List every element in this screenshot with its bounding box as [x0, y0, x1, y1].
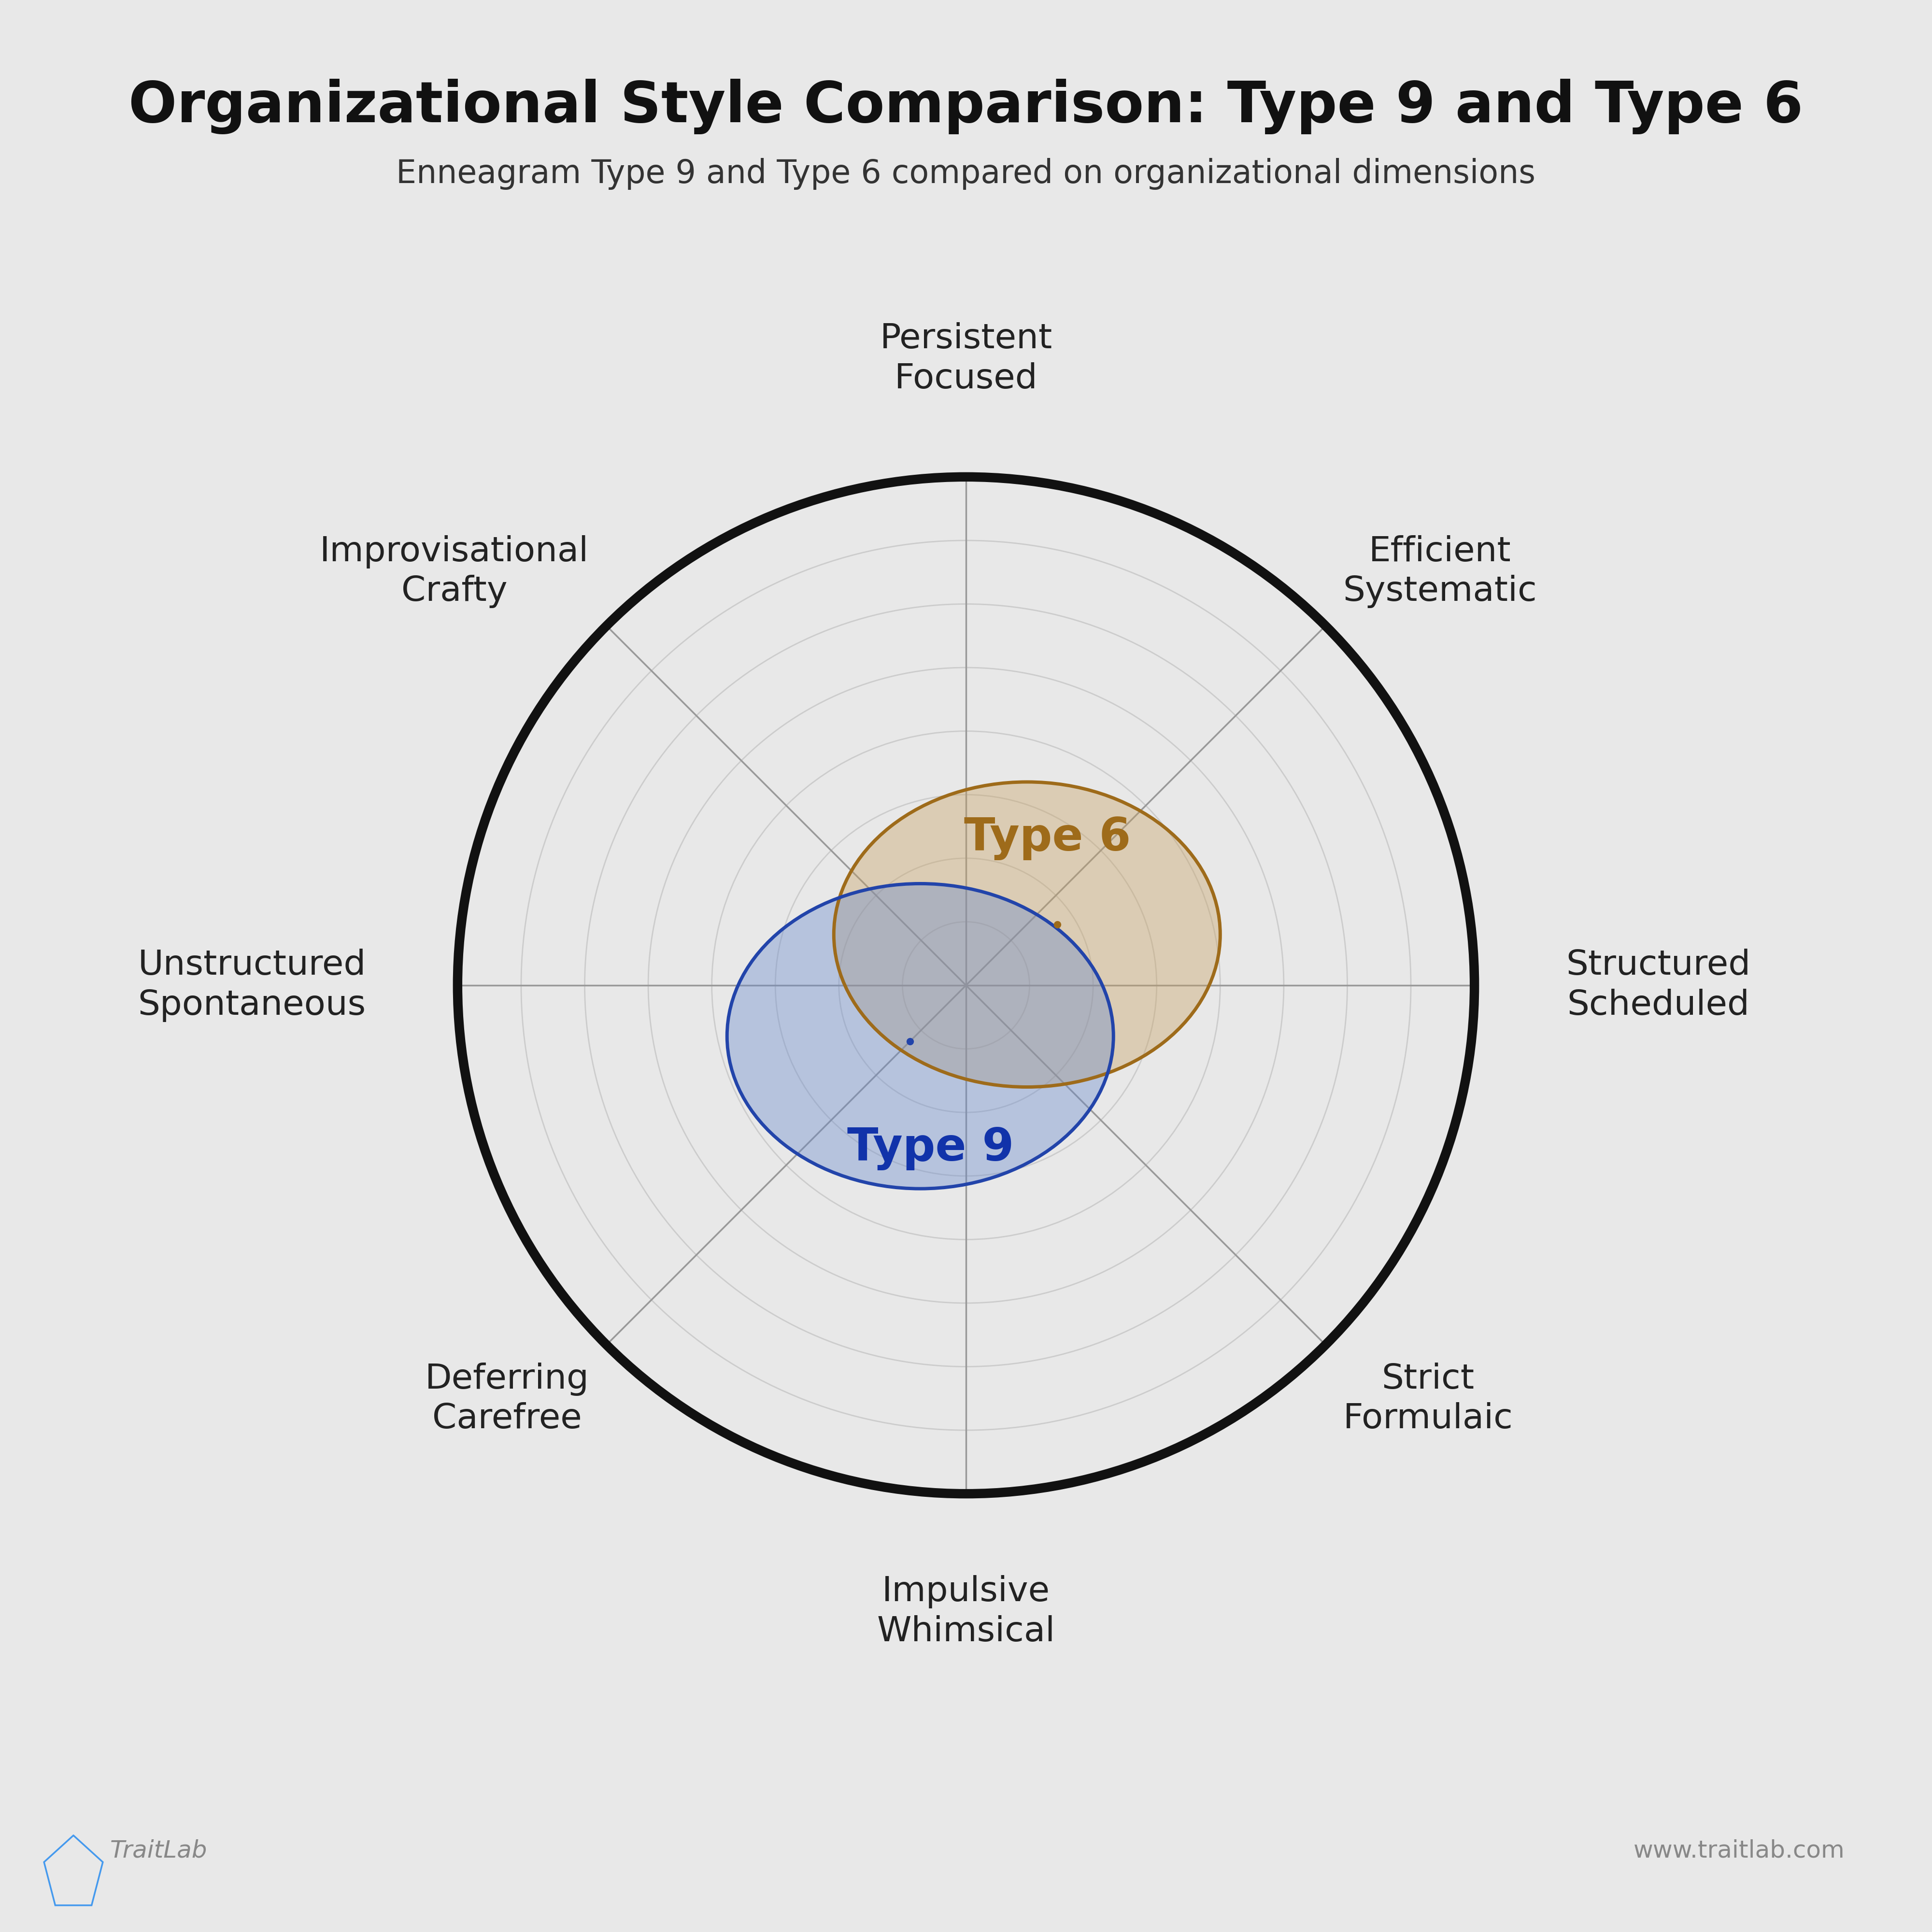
Text: Type 9: Type 9 [846, 1126, 1014, 1171]
Text: Enneagram Type 9 and Type 6 compared on organizational dimensions: Enneagram Type 9 and Type 6 compared on … [396, 158, 1536, 189]
Text: Structured
Scheduled: Structured Scheduled [1567, 949, 1750, 1022]
Text: Type 6: Type 6 [964, 815, 1130, 860]
Text: Persistent
Focused: Persistent Focused [879, 323, 1053, 396]
Text: Efficient
Systematic: Efficient Systematic [1343, 535, 1538, 609]
Ellipse shape [726, 883, 1113, 1188]
Text: Strict
Formulaic: Strict Formulaic [1343, 1362, 1513, 1435]
Text: www.traitlab.com: www.traitlab.com [1634, 1839, 1845, 1862]
Ellipse shape [835, 782, 1221, 1088]
Text: Unstructured
Spontaneous: Unstructured Spontaneous [137, 949, 365, 1022]
Text: Deferring
Carefree: Deferring Carefree [425, 1362, 589, 1435]
Text: Organizational Style Comparison: Type 9 and Type 6: Organizational Style Comparison: Type 9 … [129, 79, 1803, 133]
Text: Impulsive
Whimsical: Impulsive Whimsical [877, 1575, 1055, 1648]
Text: Improvisational
Crafty: Improvisational Crafty [321, 535, 589, 609]
Text: TraitLab: TraitLab [110, 1839, 207, 1862]
